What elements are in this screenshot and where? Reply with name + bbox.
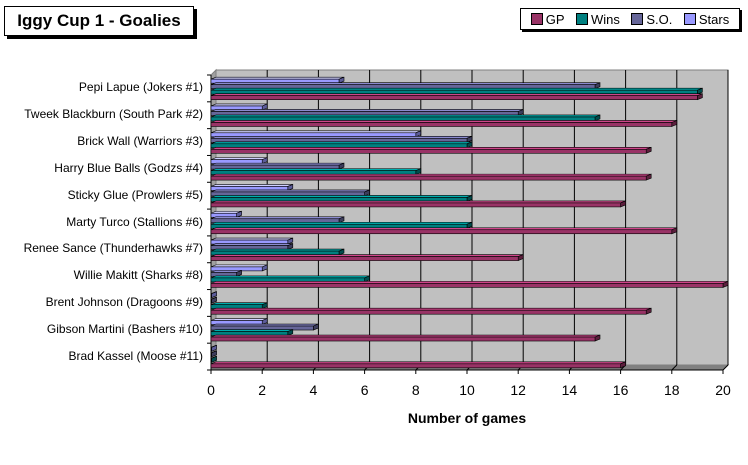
bar-top-so (210, 216, 345, 220)
y-tick-label: Brad Kassel (Moose #11) (68, 348, 203, 363)
bar-top-so (210, 135, 473, 139)
bar-top-wins (210, 141, 473, 145)
y-tick-label: Brent Johnson (Dragoons #9) (45, 294, 203, 309)
bar-top-so (210, 109, 524, 112)
y-tick-label: Sticky Glue (Prowlers #5) (67, 187, 203, 202)
legend-item-stars: Stars (683, 11, 730, 27)
bar-top-so (210, 243, 293, 246)
x-axis-title: Number of games (407, 410, 527, 426)
x-tick-label: 14 (561, 382, 578, 398)
y-tick-label: Tweek Blackburn (South Park #2) (24, 107, 203, 122)
bar-top-wins (210, 114, 601, 118)
legend-swatch-gp (530, 13, 543, 25)
bar-gp (210, 309, 647, 315)
bar-gp (210, 95, 698, 100)
legend: GP Wins S.O. Stars (520, 8, 740, 30)
bar-gp (210, 363, 621, 369)
legend-swatch-stars (683, 13, 696, 25)
y-tick-label: Harry Blue Balls (Godzs #4) (54, 160, 203, 175)
bar-top-gp (210, 120, 677, 123)
y-tick-label: Pepi Lapue (Jokers #1) (78, 80, 203, 95)
gridline-floor (671, 364, 678, 371)
bar-top-wins (210, 248, 345, 252)
bar-top-so (210, 162, 345, 166)
legend-label-gp: GP (545, 11, 565, 27)
y-tick-label: Marty Turco (Stallions #6) (66, 214, 203, 229)
x-tick-label: 6 (360, 382, 369, 398)
bar-gp (210, 175, 647, 181)
bar-top-gp (210, 200, 626, 204)
x-tick-label: 8 (411, 382, 420, 398)
bar-gp (210, 256, 519, 261)
bar-top-wins (210, 221, 473, 225)
bar-so (210, 352, 212, 358)
bar-gp (210, 229, 673, 235)
gridline-floor (722, 364, 729, 371)
legend-item-gp: GP (530, 11, 565, 27)
x-tick-label: 18 (664, 382, 680, 398)
bar-top-stars (210, 157, 268, 160)
bar-gp (210, 148, 647, 154)
y-tick-label: Renee Sance (Thunderhawks #7) (23, 241, 203, 256)
bar-top-gp (210, 227, 677, 231)
legend-item-wins: Wins (576, 12, 620, 27)
bar-top-stars (210, 184, 293, 187)
x-tick-label: 4 (309, 382, 318, 398)
bar-top-gp (210, 93, 703, 96)
bar-top-stars (210, 76, 345, 80)
bar-gp (210, 336, 596, 342)
legend-swatch-so (631, 13, 644, 25)
bar-stars (210, 293, 212, 299)
legend-label-stars: Stars (698, 11, 730, 27)
y-tick-label: Willie Makitt (Sharks #8) (73, 268, 203, 283)
x-tick-label: 2 (258, 382, 267, 398)
bar-top-gp (210, 173, 652, 177)
legend-item-so: S.O. (631, 12, 672, 27)
legend-label-so: S.O. (646, 11, 673, 27)
bar-top-gp (210, 146, 652, 150)
x-tick-label: 16 (612, 382, 629, 398)
bar-gp (210, 202, 621, 208)
bar-top-so (210, 82, 601, 85)
bar-top-stars (210, 130, 421, 134)
bar-top-stars (210, 237, 293, 241)
bar-wins (210, 358, 212, 363)
x-tick-label: 12 (510, 382, 526, 398)
y-tick-label: Brick Wall (Warriors #3) (77, 134, 203, 149)
bar-top-wins (210, 168, 421, 171)
bar-top-wins (210, 195, 473, 198)
x-tick-label: 10 (459, 382, 475, 398)
bar-top-so (210, 189, 370, 193)
bar-so (210, 298, 212, 304)
x-tick-label: 20 (715, 382, 731, 398)
x-tick-label: 0 (207, 382, 215, 398)
legend-swatch-wins (576, 13, 589, 25)
chart-title-box: Iggy Cup 1 - Goalies (4, 6, 194, 36)
bar-top-stars (210, 103, 268, 107)
bar-gp (210, 122, 673, 127)
bar-stars (210, 347, 212, 352)
legend-label-wins: Wins (591, 11, 620, 27)
chart-title: Iggy Cup 1 - Goalies (17, 11, 181, 30)
bar-gp (210, 283, 724, 288)
y-tick-label: Gibson Martini (Bashers #10) (46, 321, 203, 336)
bar-top-wins (210, 87, 703, 91)
